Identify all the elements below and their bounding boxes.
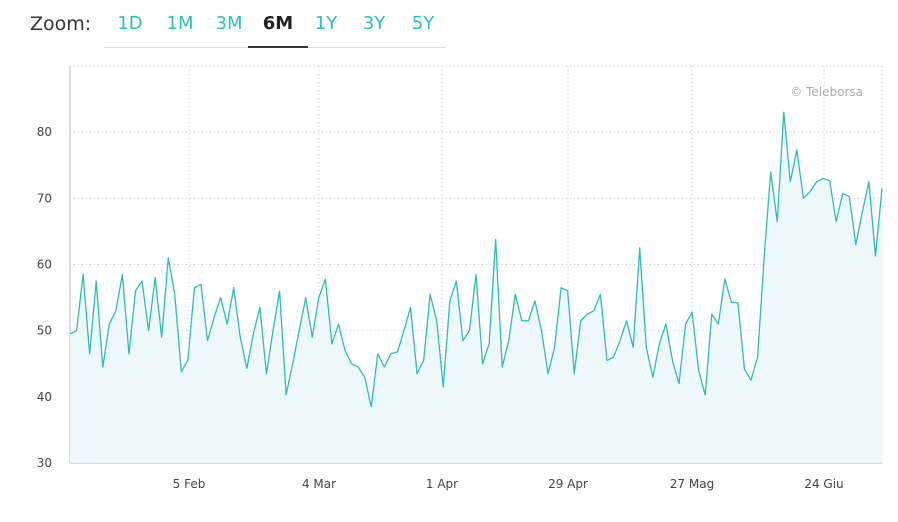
- y-tick-label: 50: [37, 324, 52, 338]
- y-tick-label: 60: [37, 258, 52, 272]
- x-tick-label: 24 Giu: [804, 477, 843, 491]
- chart-area-layer: [69, 111, 883, 463]
- x-tick-label: 29 Apr: [548, 477, 588, 491]
- y-axis-ticks: 30 40 50 60 70 80: [37, 125, 52, 470]
- y-tick-label: 40: [37, 390, 52, 404]
- zoom-3m-button[interactable]: 3M: [215, 13, 243, 34]
- x-tick-label: 27 Mag: [670, 477, 714, 491]
- zoom-5y-button[interactable]: 5Y: [411, 13, 435, 34]
- x-tick-label: 1 Apr: [426, 477, 458, 491]
- zoom-6m-button[interactable]: 6M: [248, 13, 308, 48]
- y-tick-label: 30: [37, 456, 52, 470]
- zoom-1y-button[interactable]: 1Y: [314, 13, 338, 34]
- area-fill: [70, 112, 882, 463]
- teleborsa-credit: © Teleborsa: [790, 85, 863, 99]
- y-tick-label: 80: [37, 125, 52, 139]
- zoom-1d-button[interactable]: 1D: [117, 13, 143, 34]
- x-tick-label: 5 Feb: [173, 477, 206, 491]
- x-axis-ticks: 5 Feb 4 Mar 1 Apr 29 Apr 27 Mag 24 Giu: [173, 477, 844, 491]
- zoom-1m-button[interactable]: 1M: [166, 13, 194, 34]
- x-tick-label: 4 Mar: [302, 477, 336, 491]
- zoom-label: Zoom:: [30, 13, 92, 35]
- zoom-bar: Zoom: 1D 1M 3M 6M 1Y 3Y 5Y: [0, 0, 460, 50]
- price-line: [69, 111, 883, 408]
- y-tick-label: 70: [37, 191, 52, 205]
- zoom-3y-button[interactable]: 3Y: [362, 13, 386, 34]
